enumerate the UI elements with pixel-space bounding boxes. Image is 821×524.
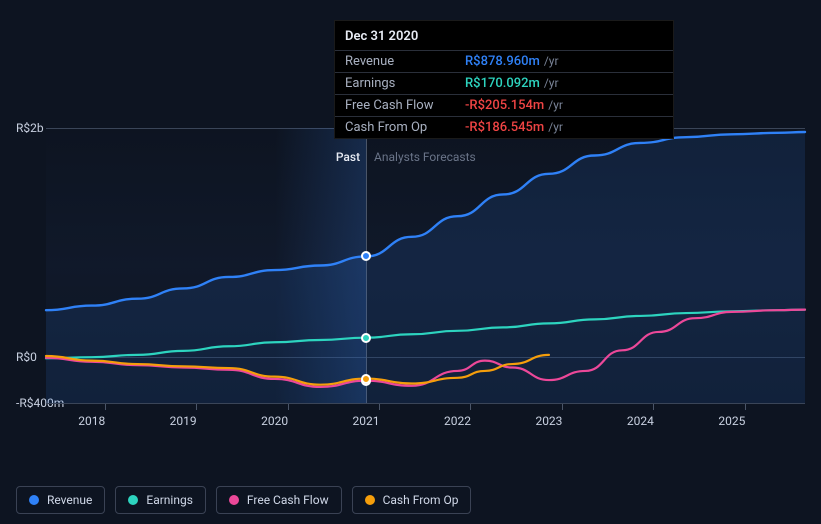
tooltip-row-value: -R$205.154m	[465, 98, 544, 113]
chart-x-axis: 2018 2019 2020 2021 2022 2023 2024 2025	[46, 404, 805, 448]
chart-lines	[46, 128, 805, 403]
legend-item-cfo[interactable]: Cash From Op	[352, 486, 472, 514]
legend-swatch	[128, 495, 138, 505]
tooltip-title: Dec 31 2020	[335, 27, 673, 50]
y-axis-label: R$0	[16, 350, 37, 364]
x-axis-tick: 2022	[458, 404, 485, 428]
legend-swatch	[29, 495, 39, 505]
x-axis-tick: 2019	[183, 404, 210, 428]
legend-label: Free Cash Flow	[247, 493, 329, 507]
tooltip-row-unit: /yr	[544, 54, 559, 68]
chart-tooltip: Dec 31 2020 RevenueR$878.960m/yrEarnings…	[334, 20, 674, 139]
tooltip-row-label: Cash From Op	[345, 120, 465, 135]
legend-item-fcf[interactable]: Free Cash Flow	[216, 486, 342, 514]
tooltip-row-label: Free Cash Flow	[345, 98, 465, 113]
x-axis-label: 2018	[78, 414, 105, 428]
tooltip-row-unit: /yr	[548, 120, 563, 134]
legend-label: Earnings	[146, 493, 193, 507]
tooltip-row: EarningsR$170.092m/yr	[335, 72, 673, 94]
legend-label: Cash From Op	[383, 493, 459, 507]
legend-item-revenue[interactable]: Revenue	[16, 486, 105, 514]
x-axis-label: 2019	[170, 414, 197, 428]
tooltip-row-value: -R$186.545m	[465, 120, 544, 135]
tooltip-row-label: Earnings	[345, 76, 465, 91]
legend-item-earnings[interactable]: Earnings	[115, 486, 206, 514]
chart-legend: Revenue Earnings Free Cash Flow Cash From O…	[16, 486, 471, 514]
x-axis-label: 2024	[627, 414, 654, 428]
tooltip-row: Free Cash Flow-R$205.154m/yr	[335, 94, 673, 116]
x-axis-label: 2023	[535, 414, 562, 428]
tooltip-row-label: Revenue	[345, 54, 465, 69]
x-axis-label: 2021	[353, 414, 380, 428]
x-axis-tick: 2020	[275, 404, 302, 428]
hover-marker-earnings	[361, 333, 371, 343]
tooltip-row-value: R$878.960m	[465, 54, 540, 69]
x-axis-tick: 2023	[549, 404, 576, 428]
tooltip-row: Cash From Op-R$186.545m/yr	[335, 116, 673, 138]
x-axis-label: 2022	[444, 414, 471, 428]
x-axis-tick: 2024	[640, 404, 667, 428]
x-axis-label: 2020	[261, 414, 288, 428]
series-fill-revenue	[46, 132, 805, 403]
tooltip-row-value: R$170.092m	[465, 76, 540, 91]
y-axis-label: R$2b	[16, 121, 44, 135]
x-axis-label: 2025	[718, 414, 745, 428]
chart-plot-area[interactable]: Past Analysts Forecasts	[46, 128, 805, 403]
tooltip-row-unit: /yr	[544, 76, 559, 90]
legend-label: Revenue	[47, 493, 92, 507]
hover-marker-revenue	[361, 251, 371, 261]
legend-swatch	[229, 495, 239, 505]
x-axis-tick: 2018	[92, 404, 119, 428]
x-axis-tick: 2021	[366, 404, 393, 428]
x-axis-tick: 2025	[732, 404, 759, 428]
hover-marker-cfo	[361, 374, 371, 384]
tooltip-row-unit: /yr	[548, 98, 563, 112]
legend-swatch	[365, 495, 375, 505]
tooltip-row: RevenueR$878.960m/yr	[335, 50, 673, 72]
financials-chart: R$2bR$0-R$400m Past Analysts Forecasts 2…	[16, 120, 805, 460]
